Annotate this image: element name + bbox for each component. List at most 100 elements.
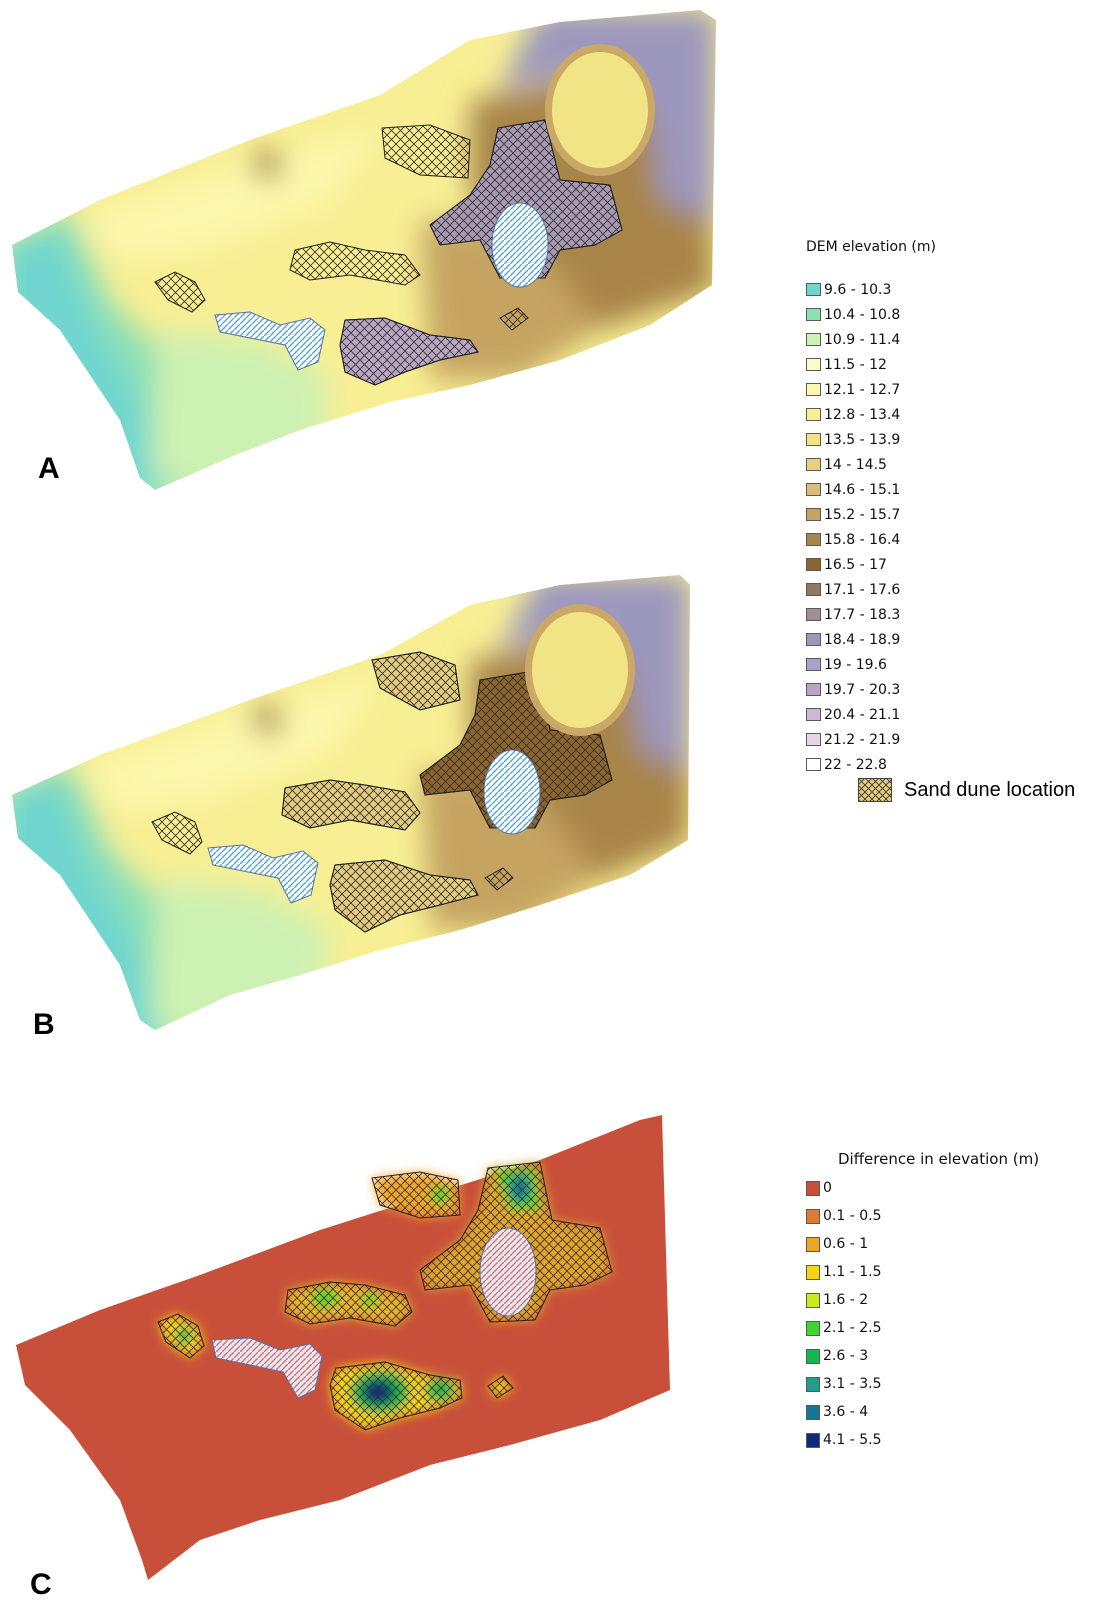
sand-dune-label: Sand dune location: [904, 778, 1076, 801]
legend-swatch: [806, 758, 821, 771]
legend-swatch: [806, 1376, 820, 1392]
legend-swatch: [806, 358, 821, 371]
legend-swatch: [806, 658, 821, 671]
legend-label: 17.7 - 18.3: [824, 606, 901, 623]
legend-swatch: [806, 1404, 820, 1420]
legend-swatch: [806, 1432, 820, 1448]
panel-a-label: A: [38, 452, 60, 485]
legend-label: 11.5 - 12: [824, 356, 887, 373]
legend-item: 2.6 - 3: [806, 1342, 1039, 1370]
legend-swatch: [806, 608, 821, 621]
legend-item: 15.8 - 16.4: [806, 527, 936, 552]
legend-label: 2.1 - 2.5: [823, 1320, 882, 1336]
legend-label: 15.2 - 15.7: [824, 506, 901, 523]
legend-label: 3.6 - 4: [823, 1404, 869, 1420]
legend-item: 22 - 22.8: [806, 752, 936, 777]
legend-swatch: [806, 1292, 820, 1308]
legend-label: 19 - 19.6: [824, 656, 887, 673]
legend-label: 4.1 - 5.5: [823, 1432, 882, 1448]
dem-legend-title: DEM elevation (m): [806, 239, 936, 255]
legend-swatch: [806, 1180, 820, 1196]
legend-label: 3.1 - 3.5: [823, 1376, 882, 1392]
legend-item: 21.2 - 21.9: [806, 727, 936, 752]
legend-swatch: [806, 583, 821, 596]
legend-swatch: [806, 283, 821, 296]
panel-c-label: C: [30, 1568, 52, 1601]
legend-label: 14 - 14.5: [824, 456, 887, 473]
panel-b-label: B: [33, 1008, 55, 1041]
legend-item: 0.1 - 0.5: [806, 1202, 1039, 1230]
legend-swatch: [806, 308, 821, 321]
legend-swatch: [806, 1320, 820, 1336]
legend-item: 13.5 - 13.9: [806, 427, 936, 452]
legend-item: 0.6 - 1: [806, 1230, 1039, 1258]
legend-item: 12.8 - 13.4: [806, 402, 936, 427]
legend-label: 15.8 - 16.4: [824, 531, 901, 548]
legend-item: 0: [806, 1174, 1039, 1202]
legend-item: 10.9 - 11.4: [806, 327, 936, 352]
legend-item: 2.1 - 2.5: [806, 1314, 1039, 1342]
legend-label: 13.5 - 13.9: [824, 431, 901, 448]
legend-swatch: [806, 1236, 820, 1252]
legend-label: 12.8 - 13.4: [824, 406, 901, 423]
legend-swatch: [806, 383, 821, 396]
legend-item: 3.1 - 3.5: [806, 1370, 1039, 1398]
legend-item: 11.5 - 12: [806, 352, 936, 377]
legend-label: 12.1 - 12.7: [824, 381, 901, 398]
legend-swatch: [806, 1208, 820, 1224]
legend-item: 9.6 - 10.3: [806, 277, 936, 302]
legend-label: 21.2 - 21.9: [824, 731, 901, 748]
legend-swatch: [806, 1264, 820, 1280]
legend-label: 10.9 - 11.4: [824, 331, 901, 348]
legend-item: 14.6 - 15.1: [806, 477, 936, 502]
legend-item: 14 - 14.5: [806, 452, 936, 477]
legend-swatch: [806, 508, 821, 521]
legend-label: 14.6 - 15.1: [824, 481, 901, 498]
legend-swatch: [806, 458, 821, 471]
legend-item: 20.4 - 21.1: [806, 702, 936, 727]
legend-item: 19.7 - 20.3: [806, 677, 936, 702]
legend-swatch: [806, 483, 821, 496]
legend-label: 16.5 - 17: [824, 556, 887, 573]
legend-label: 20.4 - 21.1: [824, 706, 901, 723]
dem-legend: DEM elevation (m) 9.6 - 10.3 10.4 - 10.8 1…: [806, 239, 936, 777]
legend-label: 1.1 - 1.5: [823, 1264, 882, 1280]
legend-item: 10.4 - 10.8: [806, 302, 936, 327]
legend-item: 17.7 - 18.3: [806, 602, 936, 627]
legend-item: 1.1 - 1.5: [806, 1258, 1039, 1286]
sand-dune-key: Sand dune location: [858, 778, 1075, 802]
legend-item: 16.5 - 17: [806, 552, 936, 577]
legend-item: 3.6 - 4: [806, 1398, 1039, 1426]
legend-swatch: [806, 733, 821, 746]
legend-label: 9.6 - 10.3: [824, 281, 892, 298]
legend-swatch: [806, 558, 821, 571]
legend-item: 15.2 - 15.7: [806, 502, 936, 527]
map-panel-a: [0, 0, 720, 500]
legend-label: 0.1 - 0.5: [823, 1208, 882, 1224]
legend-label: 1.6 - 2: [823, 1292, 869, 1308]
legend-label: 0.6 - 1: [823, 1236, 869, 1252]
difference-legend-title: Difference in elevation (m): [838, 1150, 1040, 1168]
map-panel-b: [0, 570, 720, 1050]
legend-label: 2.6 - 3: [823, 1348, 869, 1364]
legend-swatch: [806, 633, 821, 646]
legend-item: 1.6 - 2: [806, 1286, 1039, 1314]
legend-item: 19 - 19.6: [806, 652, 936, 677]
legend-item: 4.1 - 5.5: [806, 1426, 1039, 1454]
map-panel-c: [0, 1100, 720, 1600]
legend-label: 22 - 22.8: [824, 756, 887, 773]
legend-swatch: [806, 433, 821, 446]
legend-label: 17.1 - 17.6: [824, 581, 901, 598]
legend-item: 12.1 - 12.7: [806, 377, 936, 402]
legend-swatch: [806, 708, 821, 721]
legend-label: 10.4 - 10.8: [824, 306, 901, 323]
sand-dune-swatch: [858, 778, 892, 802]
legend-label: 19.7 - 20.3: [824, 681, 901, 698]
legend-swatch: [806, 333, 821, 346]
legend-item: 17.1 - 17.6: [806, 577, 936, 602]
legend-label: 0: [823, 1180, 832, 1196]
difference-legend: Difference in elevation (m) 0 0.1 - 0.5 0.…: [806, 1150, 1039, 1454]
legend-swatch: [806, 1348, 820, 1364]
legend-item: 18.4 - 18.9: [806, 627, 936, 652]
legend-swatch: [806, 683, 821, 696]
